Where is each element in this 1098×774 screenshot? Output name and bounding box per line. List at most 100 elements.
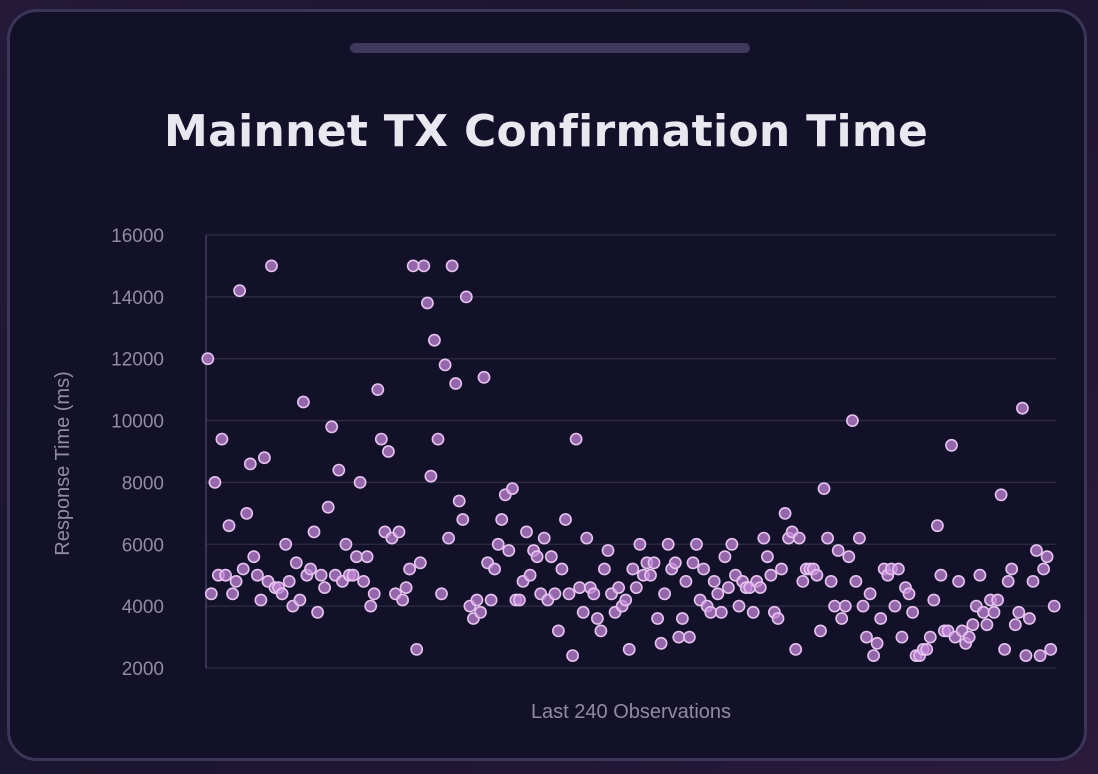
data-points — [201, 259, 1061, 662]
data-point — [775, 562, 788, 576]
drag-handle[interactable] — [350, 43, 750, 53]
data-point — [488, 562, 501, 576]
data-point — [962, 630, 976, 644]
x-axis-label: Last 240 Observations — [531, 701, 731, 723]
data-point — [686, 556, 700, 570]
data-point — [874, 612, 888, 625]
data-point — [647, 556, 661, 570]
data-point — [219, 568, 232, 582]
data-point — [265, 259, 278, 273]
data-point — [403, 562, 416, 576]
data-point — [427, 333, 441, 347]
data-point — [417, 259, 431, 273]
data-point — [778, 507, 792, 520]
data-point — [923, 630, 937, 644]
data-point — [838, 599, 852, 613]
data-point — [325, 420, 339, 434]
data-point — [318, 581, 331, 594]
data-point — [973, 568, 987, 582]
data-point — [725, 537, 739, 551]
data-point — [704, 605, 718, 619]
data-point — [1030, 544, 1043, 557]
data-point — [484, 593, 498, 607]
data-point — [396, 593, 409, 607]
data-point — [888, 599, 902, 613]
data-point — [360, 550, 374, 564]
data-point — [1033, 649, 1047, 662]
data-point — [459, 290, 473, 304]
data-point — [654, 636, 668, 650]
data-point — [796, 575, 810, 588]
data-point — [980, 618, 994, 632]
data-point — [952, 575, 965, 588]
data-point — [690, 537, 703, 551]
y-tick-label: 10000 — [111, 412, 164, 433]
data-point — [920, 643, 934, 656]
data-point — [998, 643, 1011, 656]
data-point — [994, 488, 1008, 502]
data-point — [828, 599, 841, 613]
data-point — [506, 482, 519, 495]
data-point — [576, 605, 590, 619]
data-point — [679, 575, 693, 588]
y-tick-label: 16000 — [111, 226, 164, 247]
data-point — [215, 432, 229, 446]
data-point — [966, 618, 980, 632]
data-point — [821, 531, 834, 545]
data-point — [987, 605, 1001, 619]
data-point — [226, 587, 239, 601]
y-axis-label: Response Time (ms) — [52, 371, 74, 556]
data-point — [513, 593, 526, 607]
y-tick-label: 8000 — [122, 473, 164, 494]
data-point — [594, 624, 608, 638]
data-point — [250, 568, 264, 582]
data-point — [307, 525, 321, 539]
data-point — [279, 537, 293, 551]
data-point — [257, 451, 271, 465]
data-point — [332, 463, 346, 477]
data-point — [452, 494, 466, 508]
data-point — [346, 568, 360, 582]
data-point — [289, 556, 303, 570]
data-point — [711, 587, 725, 601]
data-point — [495, 513, 509, 526]
data-point — [870, 636, 884, 650]
data-point — [601, 544, 615, 557]
data-point — [1019, 649, 1033, 662]
data-point — [591, 612, 604, 625]
data-point — [555, 562, 569, 576]
data-point — [707, 575, 721, 588]
data-point — [1008, 618, 1022, 632]
data-point — [413, 556, 427, 570]
data-point — [530, 550, 544, 564]
data-point — [520, 525, 533, 539]
data-point — [753, 581, 767, 594]
data-point — [406, 259, 420, 273]
data-point — [587, 587, 601, 601]
data-point — [846, 414, 859, 427]
data-point — [367, 587, 381, 601]
data-point — [1026, 575, 1040, 588]
data-point — [233, 284, 246, 298]
data-point — [927, 593, 941, 607]
data-point — [619, 593, 633, 607]
data-point — [420, 296, 434, 310]
data-point — [208, 475, 222, 489]
data-point — [474, 605, 487, 619]
data-point — [831, 544, 845, 557]
data-point — [991, 593, 1004, 607]
data-point — [399, 581, 413, 594]
y-tick-label: 2000 — [122, 659, 164, 680]
data-point — [445, 259, 459, 273]
data-point — [573, 581, 586, 594]
data-point — [282, 575, 296, 588]
y-axis-ticks: 2000 4000 6000 8000 10000 12000 14000 16000 — [111, 226, 164, 680]
data-point — [523, 568, 537, 582]
data-point — [860, 630, 873, 644]
data-point — [559, 513, 572, 526]
data-point — [622, 643, 636, 656]
data-point — [477, 370, 491, 384]
data-point — [856, 599, 870, 613]
data-point — [598, 562, 611, 576]
data-point — [204, 587, 218, 601]
